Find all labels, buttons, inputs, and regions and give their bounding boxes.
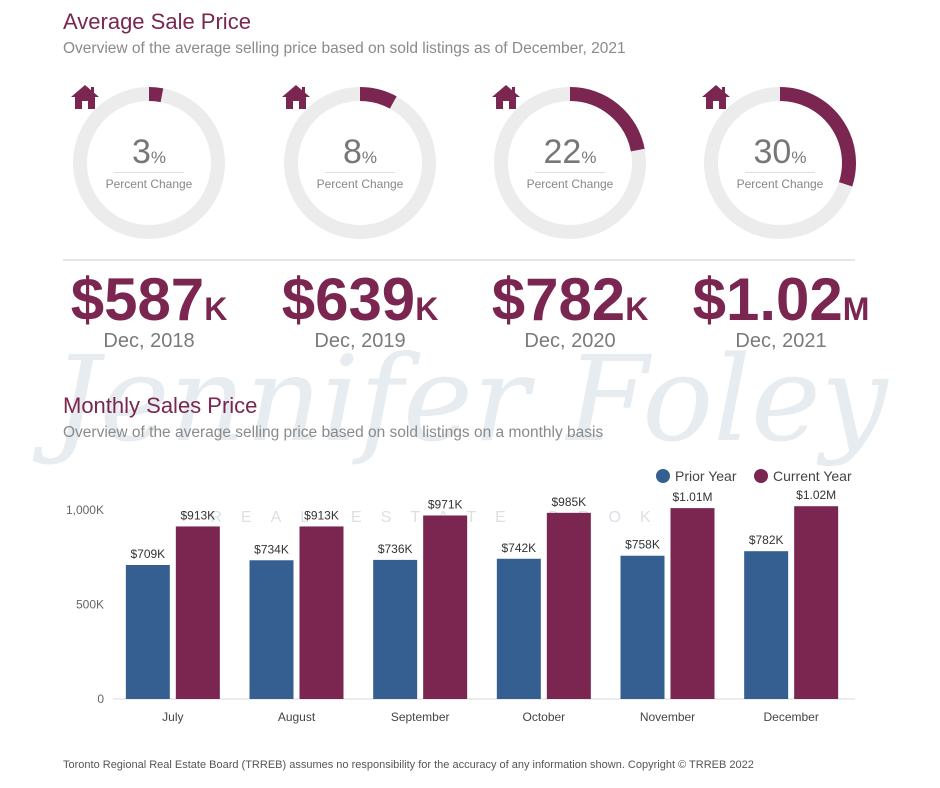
price-value: $1.02M	[692, 266, 870, 333]
section-subtitle: Overview of the average selling price ba…	[63, 424, 604, 441]
price-date: Dec, 2020	[524, 330, 616, 352]
donut-ring	[284, 87, 436, 239]
section-title: Monthly Sales Price	[63, 393, 258, 418]
donut-progress-arc	[359, 87, 397, 109]
x-tick-label: October	[522, 710, 565, 724]
bar-value-label: $736K	[378, 542, 413, 556]
x-tick-label: November	[640, 710, 695, 724]
house-icon	[71, 85, 99, 109]
house-icon	[282, 85, 310, 109]
donut-ring	[73, 86, 225, 239]
donut-progress-arc	[779, 87, 856, 187]
price-date: Dec, 2021	[735, 330, 827, 352]
x-tick-label: December	[763, 710, 818, 724]
divider	[325, 172, 395, 173]
percent-change-value: 22%	[543, 133, 597, 171]
bar-current-year	[794, 506, 839, 699]
divider	[535, 172, 605, 173]
page-title: Average Sale Price	[63, 9, 251, 34]
bar-value-label: $709K	[130, 547, 165, 561]
x-tick-label: September	[391, 710, 450, 724]
x-tick-label: August	[278, 710, 316, 724]
legend-swatch	[656, 469, 670, 483]
y-tick-label: 0	[97, 692, 104, 706]
bar-prior-year	[496, 558, 541, 699]
bar-current-year	[299, 526, 344, 699]
price-date: Dec, 2019	[314, 330, 406, 352]
bar-value-label: $758K	[625, 538, 660, 552]
house-icon	[702, 85, 730, 109]
donut-2021: 30% Percent Change	[700, 84, 860, 239]
percent-change-value: 3%	[131, 133, 167, 171]
percent-change-label: Percent Change	[105, 177, 193, 191]
y-tick-label: 500K	[76, 598, 104, 612]
divider	[745, 172, 815, 173]
price-value: $587K	[70, 266, 228, 333]
bar-current-year	[670, 508, 715, 699]
percent-change-label: Percent Change	[316, 177, 404, 191]
section-divider	[63, 259, 855, 261]
bar-value-label: $985K	[551, 495, 586, 509]
donut-2020: 22% Percent Change	[490, 84, 650, 239]
price-date: Dec, 2018	[103, 330, 195, 352]
donut-ring	[704, 87, 856, 239]
y-tick-label: 1,000K	[66, 503, 104, 517]
bar-value-label: $1.02M	[796, 488, 836, 502]
footer-disclaimer: Toronto Regional Real Estate Board (TRRE…	[63, 759, 754, 771]
bar-prior-year	[620, 555, 665, 699]
percent-change-label: Percent Change	[736, 177, 824, 191]
bar-value-label: $742K	[501, 541, 536, 555]
percent-change-value: 30%	[753, 133, 807, 171]
legend-label: Prior Year	[675, 468, 737, 484]
price-value: $782K	[491, 266, 649, 333]
donut-progress-arc	[569, 87, 645, 152]
page-subtitle: Overview of the average selling price ba…	[63, 40, 626, 57]
percent-change-value: 8%	[342, 133, 378, 171]
percent-change-label: Percent Change	[526, 177, 614, 191]
bar-value-label: $734K	[254, 542, 289, 556]
house-icon	[492, 85, 520, 109]
donut-2018: 3% Percent Change	[69, 84, 229, 239]
bar-value-label: $782K	[749, 533, 784, 547]
legend-swatch	[754, 469, 768, 483]
donut-2019: 8% Percent Change	[280, 84, 440, 239]
bar-prior-year	[125, 564, 170, 699]
bar-prior-year	[249, 560, 294, 699]
bar-prior-year	[744, 551, 789, 699]
bar-current-year	[175, 526, 220, 699]
donut-progress-arc	[148, 86, 164, 103]
bar-prior-year	[373, 559, 418, 699]
x-tick-label: July	[162, 710, 183, 724]
divider	[114, 172, 184, 173]
bar-value-label: $1.01M	[672, 490, 712, 504]
bar-current-year	[423, 515, 468, 699]
donut-ring	[494, 87, 646, 239]
bar-value-label: $971K	[428, 497, 463, 511]
bar-value-label: $913K	[304, 508, 339, 522]
legend-label: Current Year	[773, 468, 852, 484]
bar-value-label: $913K	[180, 508, 215, 522]
bar-current-year	[546, 512, 591, 699]
price-value: $639K	[281, 266, 439, 333]
